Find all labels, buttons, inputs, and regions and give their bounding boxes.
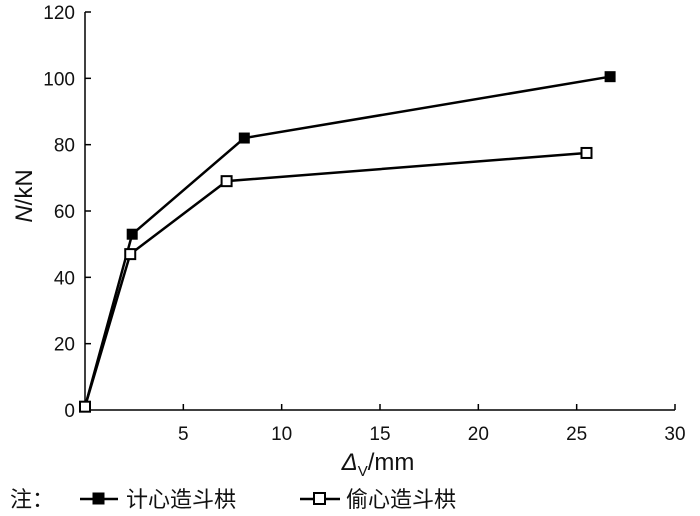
data-point-series-1 [126,228,138,240]
y-ticks: 0 20 40 60 80 100 120 [43,3,91,422]
axes [84,12,675,411]
y-axis-title: N/kN [11,169,38,222]
data-point-series-1 [238,132,250,144]
data-point-series-1 [604,71,616,83]
y-tick-label: 80 [54,136,75,157]
data-point-series-2 [220,175,233,188]
series-group [79,71,616,413]
data-point-series-2 [79,400,91,413]
y-tick-label: 60 [54,202,75,223]
x-tick-label: 30 [664,424,685,445]
legend-prefix: 注： [10,488,54,513]
y-tick-label: 120 [43,3,75,24]
x-tick-label: 5 [178,424,189,445]
y-tick-label: 40 [54,268,75,289]
x-ticks: 5 10 15 20 25 30 [178,404,686,445]
legend-label-series-1: 计心造斗栱 [126,488,236,513]
x-tick-label: 15 [369,424,390,445]
x-tick-label: 20 [468,424,489,445]
legend: 注： 计心造斗栱 偷心造斗栱 [10,488,456,513]
data-point-series-2 [580,146,593,159]
series-line-2 [83,151,587,408]
legend-marker-open-square [313,492,326,505]
x-tick-label: 25 [566,424,587,445]
y-tick-label: 100 [43,69,75,90]
y-tick-label: 0 [64,401,75,422]
x-tick-label: 10 [271,424,292,445]
series-line-1 [83,75,611,408]
legend-label-series-2: 偷心造斗栱 [346,488,456,513]
x-axis-title: ΔV/mm [341,449,415,480]
y-tick-label: 20 [54,335,75,356]
legend-marker-filled-square [92,492,105,505]
data-point-series-2 [124,248,137,261]
